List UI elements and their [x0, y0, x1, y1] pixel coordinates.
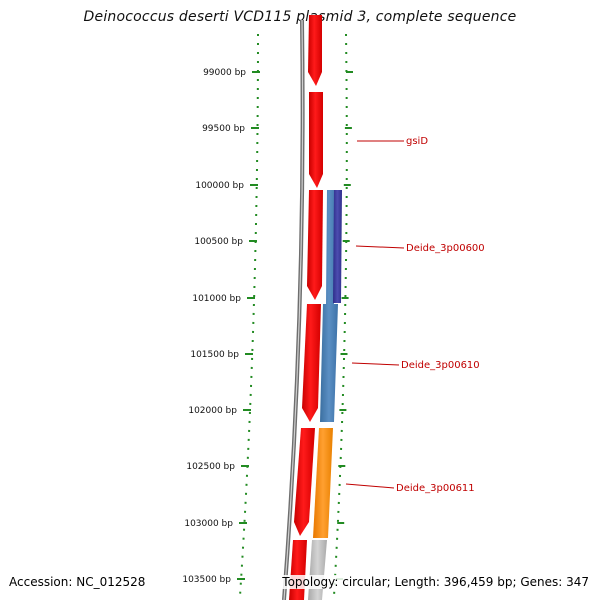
gene-labels: gsiD Deide_3p00600 Deide_3p00610 Deide_3p00… — [345, 136, 485, 494]
gene-leader-line — [355, 245, 405, 249]
cds-block-orange — [313, 428, 333, 538]
topology-summary: Topology: circular; Length: 396,459 bp; … — [280, 575, 591, 589]
scale-tick-label: 101500 bp — [190, 350, 239, 360]
scale-tick-label: 103000 bp — [184, 519, 233, 529]
cds-arrow — [309, 92, 323, 188]
scale-tick-label: 100000 bp — [195, 181, 244, 191]
cds-arrow — [289, 540, 307, 600]
scale-tick-label: 100500 bp — [194, 237, 243, 247]
backbone-inner — [283, 19, 304, 600]
scale-tick-label: 99500 bp — [202, 124, 245, 134]
scale-tick-label: 102500 bp — [186, 462, 235, 472]
scale-tick-label: 103500 bp — [182, 575, 231, 585]
cds-arrow — [308, 15, 322, 86]
scale-tick-label: 99000 bp — [203, 68, 246, 78]
cds-block-gray — [308, 540, 327, 600]
cds-arrow — [307, 190, 323, 300]
gene-leader-line — [351, 362, 400, 366]
gene-label: Deide_3p00611 — [396, 483, 475, 494]
gene-leader-line — [345, 483, 395, 489]
map-title: Deinococcus deserti VCD115 plasmid 3, co… — [83, 9, 517, 25]
accession-text: Accession: NC_012528 — [9, 575, 146, 589]
reverse-strand-features — [308, 190, 342, 600]
cds-arrow — [294, 428, 315, 536]
gene-label: gsiD — [406, 136, 428, 147]
gene-label: Deide_3p00610 — [401, 360, 480, 371]
gene-label: Deide_3p00600 — [406, 243, 485, 254]
scale-tick-label: 102000 bp — [188, 406, 237, 416]
left-tick-track — [239, 33, 259, 597]
scale-ticks: 99000 bp 99500 bp 100000 bp 100500 bp 101000… — [182, 68, 353, 585]
cds-arrow — [302, 304, 321, 422]
cds-block-navy — [333, 190, 342, 303]
scale-tick-label: 101000 bp — [192, 294, 241, 304]
